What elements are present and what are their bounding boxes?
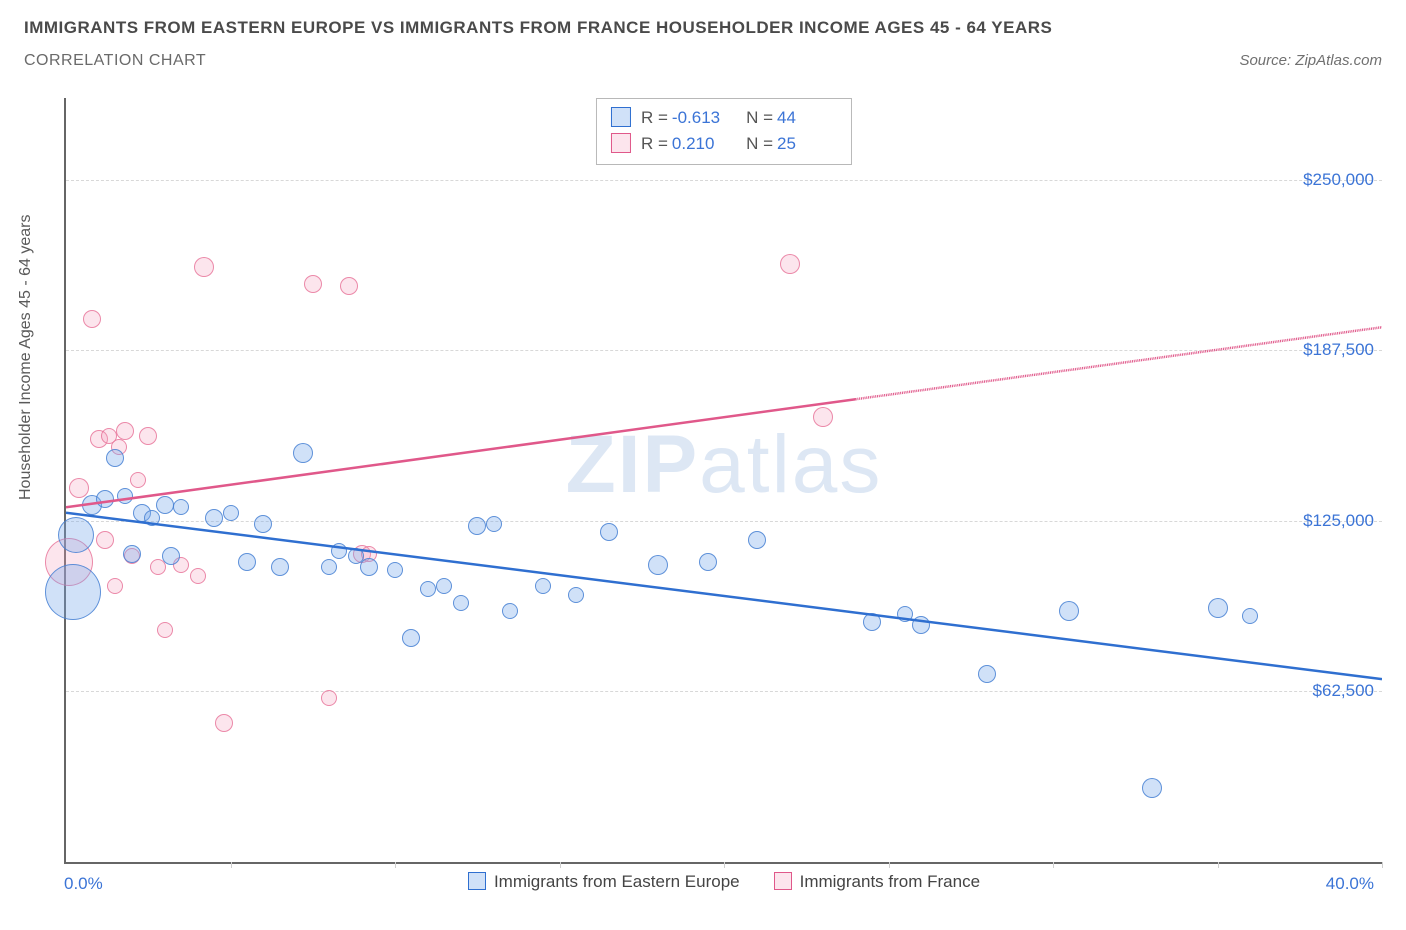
legend-item: Immigrants from Eastern Europe bbox=[468, 872, 740, 892]
legend-swatch bbox=[611, 107, 631, 127]
gridline bbox=[66, 180, 1382, 181]
data-point-france bbox=[139, 427, 157, 445]
x-tick bbox=[395, 862, 396, 868]
data-point-eastern-europe bbox=[387, 562, 403, 578]
data-point-eastern-europe bbox=[223, 505, 239, 521]
legend-stat-row: R =-0.613 N =44 bbox=[611, 105, 837, 131]
data-point-eastern-europe bbox=[600, 523, 618, 541]
x-tick bbox=[231, 862, 232, 868]
x-tick bbox=[560, 862, 561, 868]
y-tick-label: $250,000 bbox=[1303, 170, 1374, 190]
data-point-france bbox=[107, 578, 123, 594]
data-point-eastern-europe bbox=[502, 603, 518, 619]
x-tick bbox=[724, 862, 725, 868]
data-point-france bbox=[340, 277, 358, 295]
data-point-france bbox=[116, 422, 134, 440]
data-point-eastern-europe bbox=[293, 443, 313, 463]
data-point-eastern-europe bbox=[156, 496, 174, 514]
legend-swatch bbox=[468, 872, 486, 890]
trend-line-blue bbox=[66, 513, 1382, 679]
data-point-eastern-europe bbox=[271, 558, 289, 576]
y-tick-label: $187,500 bbox=[1303, 340, 1374, 360]
x-axis-max: 40.0% bbox=[1326, 874, 1374, 894]
chart-title: IMMIGRANTS FROM EASTERN EUROPE VS IMMIGR… bbox=[24, 18, 1382, 38]
data-point-eastern-europe bbox=[117, 488, 133, 504]
data-point-eastern-europe bbox=[402, 629, 420, 647]
data-point-eastern-europe bbox=[897, 606, 913, 622]
data-point-eastern-europe bbox=[331, 543, 347, 559]
data-point-eastern-europe bbox=[863, 613, 881, 631]
r-value: 0.210 bbox=[672, 131, 732, 157]
data-point-france bbox=[780, 254, 800, 274]
data-point-eastern-europe bbox=[173, 499, 189, 515]
data-point-eastern-europe bbox=[254, 515, 272, 533]
data-point-eastern-europe bbox=[912, 616, 930, 634]
x-axis-min: 0.0% bbox=[64, 874, 103, 894]
data-point-eastern-europe bbox=[568, 587, 584, 603]
data-point-france bbox=[96, 531, 114, 549]
legend-swatch bbox=[611, 133, 631, 153]
x-tick bbox=[1053, 862, 1054, 868]
legend-stat-row: R = 0.210 N =25 bbox=[611, 131, 837, 157]
data-point-eastern-europe bbox=[978, 665, 996, 683]
n-value: 44 bbox=[777, 105, 837, 131]
data-point-eastern-europe bbox=[106, 449, 124, 467]
trend-line-pink bbox=[66, 399, 856, 507]
data-point-eastern-europe bbox=[144, 510, 160, 526]
data-point-eastern-europe bbox=[535, 578, 551, 594]
data-point-eastern-europe bbox=[1142, 778, 1162, 798]
data-point-eastern-europe bbox=[699, 553, 717, 571]
gridline bbox=[66, 691, 1382, 692]
data-point-eastern-europe bbox=[1208, 598, 1228, 618]
legend-item: Immigrants from France bbox=[774, 872, 980, 892]
data-point-eastern-europe bbox=[321, 559, 337, 575]
chart-subtitle: CORRELATION CHART bbox=[24, 52, 206, 70]
x-tick bbox=[1218, 862, 1219, 868]
y-tick-label: $125,000 bbox=[1303, 511, 1374, 531]
data-point-eastern-europe bbox=[468, 517, 486, 535]
data-point-eastern-europe bbox=[648, 555, 668, 575]
data-point-france bbox=[83, 310, 101, 328]
data-point-france bbox=[190, 568, 206, 584]
data-point-eastern-europe bbox=[123, 545, 141, 563]
trend-lines bbox=[66, 98, 1382, 862]
data-point-eastern-europe bbox=[486, 516, 502, 532]
source-attribution: Source: ZipAtlas.com bbox=[1239, 52, 1382, 69]
n-value: 25 bbox=[777, 131, 837, 157]
data-point-france bbox=[813, 407, 833, 427]
plot-region: ZIPatlas R =-0.613 N =44R = 0.210 N =25 … bbox=[64, 98, 1382, 864]
x-tick bbox=[1382, 862, 1383, 868]
y-axis-label: Householder Income Ages 45 - 64 years bbox=[17, 215, 35, 501]
data-point-france bbox=[304, 275, 322, 293]
data-point-eastern-europe bbox=[1059, 601, 1079, 621]
data-point-eastern-europe bbox=[453, 595, 469, 611]
data-point-france bbox=[157, 622, 173, 638]
stats-legend: R =-0.613 N =44R = 0.210 N =25 bbox=[596, 98, 852, 165]
data-point-eastern-europe bbox=[436, 578, 452, 594]
data-point-eastern-europe bbox=[45, 564, 101, 620]
data-point-eastern-europe bbox=[238, 553, 256, 571]
data-point-eastern-europe bbox=[58, 517, 94, 553]
watermark: ZIPatlas bbox=[566, 418, 883, 512]
x-tick bbox=[889, 862, 890, 868]
series-legend: Immigrants from Eastern Europe Immigrants… bbox=[66, 872, 1382, 892]
data-point-eastern-europe bbox=[360, 558, 378, 576]
data-point-france bbox=[194, 257, 214, 277]
gridline bbox=[66, 350, 1382, 351]
y-tick-label: $62,500 bbox=[1313, 681, 1374, 701]
data-point-eastern-europe bbox=[96, 490, 114, 508]
data-point-eastern-europe bbox=[162, 547, 180, 565]
chart-area: Householder Income Ages 45 - 64 years ZI… bbox=[24, 98, 1382, 902]
data-point-france bbox=[215, 714, 233, 732]
trend-line-pink bbox=[856, 327, 1382, 399]
data-point-eastern-europe bbox=[205, 509, 223, 527]
data-point-france bbox=[321, 690, 337, 706]
data-point-eastern-europe bbox=[748, 531, 766, 549]
r-value: -0.613 bbox=[672, 105, 732, 131]
data-point-france bbox=[130, 472, 146, 488]
data-point-eastern-europe bbox=[1242, 608, 1258, 624]
data-point-eastern-europe bbox=[420, 581, 436, 597]
legend-swatch bbox=[774, 872, 792, 890]
